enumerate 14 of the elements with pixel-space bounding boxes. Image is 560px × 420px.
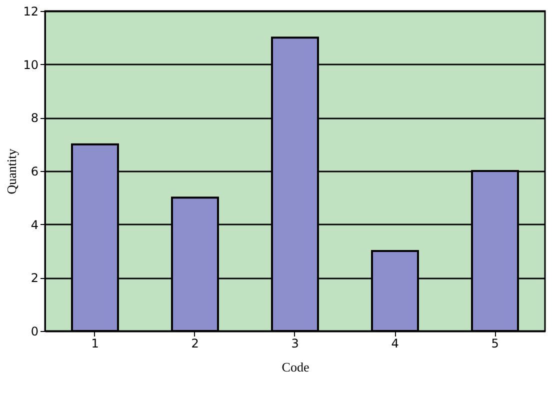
x-tick-label: 3 <box>291 336 299 350</box>
y-tick-label: 2 <box>30 271 38 286</box>
y-tick-label: 4 <box>30 218 38 232</box>
y-tick-label: 6 <box>30 164 38 178</box>
y-tick-label: 0 <box>30 324 38 338</box>
x-axis-title: Code <box>282 360 310 374</box>
x-tick-label: 5 <box>491 336 499 350</box>
y-tick-label: 8 <box>30 111 38 126</box>
x-tick-label: 2 <box>191 336 199 350</box>
y-tick-label: 12 <box>23 4 38 18</box>
y-axis-title: Quantity <box>4 148 20 194</box>
x-tick-label: 4 <box>391 336 399 350</box>
y-tick-label: 10 <box>23 58 38 72</box>
x-tick-label: 1 <box>91 336 99 350</box>
